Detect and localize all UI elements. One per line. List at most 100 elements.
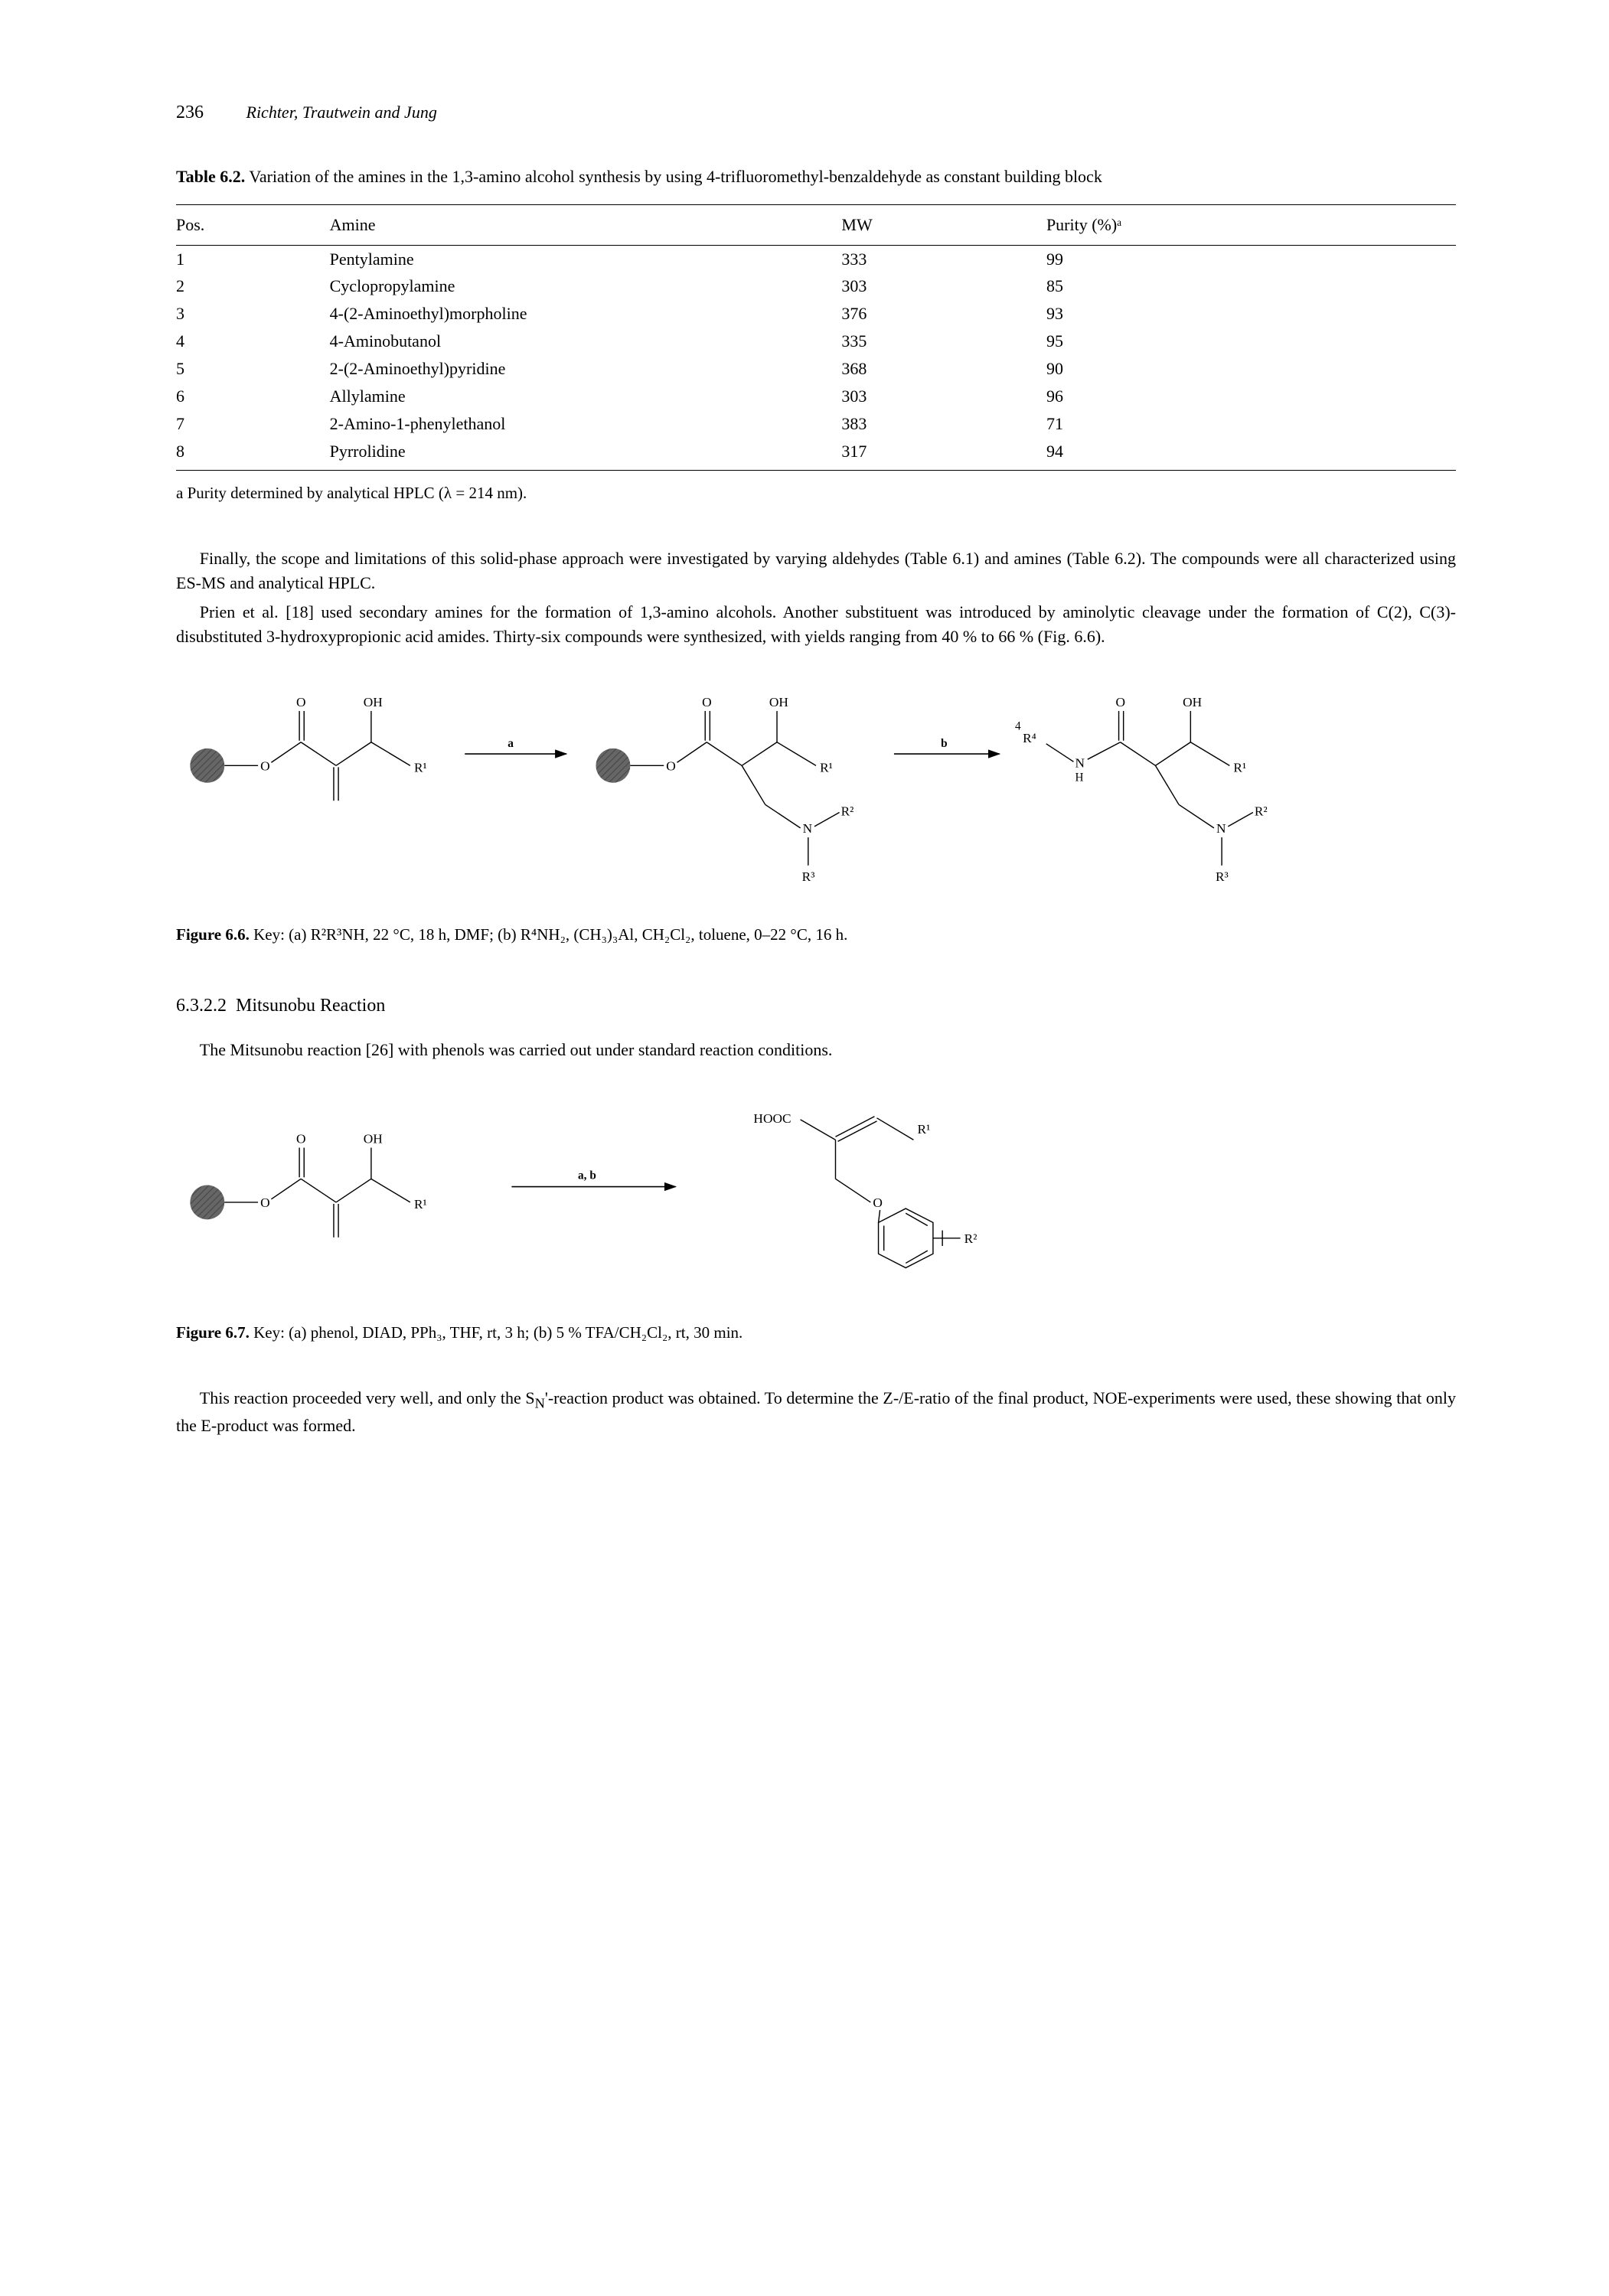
table-caption: Table 6.2. Variation of the amines in th…: [176, 165, 1456, 189]
table-cell: 317: [841, 438, 1046, 470]
figure-6-6-scheme: O O OH R¹ a O O OH R¹ N R² R³ b R⁴ 4 N H…: [176, 672, 1456, 913]
atom-r3: R³: [1216, 869, 1229, 884]
table-footnote: a Purity determined by analytical HPLC (…: [176, 481, 1456, 504]
page-header: 236 Richter, Trautwein and Jung: [176, 99, 1456, 126]
table-cell: 90: [1046, 355, 1456, 383]
atom-oh: OH: [364, 695, 383, 709]
atom-o: O: [260, 758, 270, 773]
atom-r1: R¹: [1233, 760, 1246, 775]
scheme-6-6-svg: O O OH R¹ a O O OH R¹ N R² R³ b R⁴ 4 N H…: [176, 672, 1456, 906]
atom-r1: R¹: [820, 760, 833, 775]
benzene-ring-icon: [879, 1208, 933, 1267]
table-cell: 4-Aminobutanol: [330, 328, 842, 355]
table-cell: 96: [1046, 383, 1456, 410]
atom-n: N: [1216, 821, 1226, 836]
table-row: 2Cyclopropylamine30385: [176, 272, 1456, 300]
atom-oh: OH: [364, 1131, 383, 1146]
table-label: Table 6.2.: [176, 167, 245, 186]
table-cell: Allylamine: [330, 383, 842, 410]
figure-6-6-key: Key: (a) R²R³NH, 22 °C, 18 h, DMF; (b) R…: [253, 925, 847, 944]
table-cell: 333: [841, 245, 1046, 272]
table-cell: 85: [1046, 272, 1456, 300]
atom-r1: R¹: [414, 1197, 427, 1212]
table-cell: 303: [841, 383, 1046, 410]
atom-o: O: [702, 695, 712, 709]
table-cell: Cyclopropylamine: [330, 272, 842, 300]
paragraph-4: This reaction proceeded very well, and o…: [176, 1386, 1456, 1438]
p4-sub: N: [535, 1396, 545, 1411]
atom-o: O: [296, 1131, 306, 1146]
table-caption-text: Variation of the amines in the 1,3-amino…: [249, 167, 1101, 186]
table-cell: 6: [176, 383, 330, 410]
data-table: Pos. Amine MW Purity (%)ᵃ 1Pentylamine33…: [176, 204, 1456, 471]
table-cell: 99: [1046, 245, 1456, 272]
table-cell: 335: [841, 328, 1046, 355]
table-cell: 71: [1046, 410, 1456, 438]
figure-6-7-scheme: O O OH R¹ a, b HOOC R¹ O: [176, 1085, 1456, 1310]
col-purity: Purity (%)ᵃ: [1046, 204, 1456, 245]
table-cell: 3: [176, 300, 330, 328]
figure-6-7-label: Figure 6.7.: [176, 1323, 250, 1342]
atom-r2: R²: [1255, 804, 1268, 818]
atom-sup-4: 4: [1015, 719, 1021, 732]
table-row: 44-Aminobutanol33595: [176, 328, 1456, 355]
atom-r2: R²: [964, 1231, 977, 1245]
atom-n: N: [1075, 755, 1085, 770]
table-cell: 8: [176, 438, 330, 470]
table-cell: Pentylamine: [330, 245, 842, 272]
figure-6-6-label: Figure 6.6.: [176, 925, 250, 944]
section-title: Mitsunobu Reaction: [236, 996, 385, 1016]
atom-hooc: HOOC: [753, 1110, 791, 1125]
paragraph-2: Prien et al. [18] used secondary amines …: [176, 600, 1456, 649]
table-cell: 368: [841, 355, 1046, 383]
section-heading: 6.3.2.2 Mitsunobu Reaction: [176, 993, 1456, 1019]
table-cell: 4: [176, 328, 330, 355]
table-cell: 2: [176, 272, 330, 300]
arrow-b-label: b: [941, 737, 948, 750]
table-cell: Pyrrolidine: [330, 438, 842, 470]
table-row: 1Pentylamine33399: [176, 245, 1456, 272]
atom-o: O: [260, 1195, 270, 1210]
atom-r1: R¹: [918, 1122, 931, 1137]
paragraph-3: The Mitsunobu reaction [26] with phenols…: [176, 1038, 1456, 1062]
figure-6-7-key: Key: (a) phenol, DIAD, PPh₃, THF, rt, 3 …: [253, 1323, 742, 1342]
table-cell: 2-(2-Aminoethyl)pyridine: [330, 355, 842, 383]
atom-o: O: [666, 758, 676, 773]
table-cell: 383: [841, 410, 1046, 438]
figure-6-6-caption: Figure 6.6. Key: (a) R²R³NH, 22 °C, 18 h…: [176, 923, 1456, 946]
table-row: 72-Amino-1-phenylethanol38371: [176, 410, 1456, 438]
scheme-6-7-svg: O O OH R¹ a, b HOOC R¹ O: [176, 1085, 1456, 1303]
table-cell: 1: [176, 245, 330, 272]
table-cell: 5: [176, 355, 330, 383]
atom-r2: R²: [841, 804, 854, 818]
atom-oh: OH: [769, 695, 788, 709]
table-row: 8Pyrrolidine31794: [176, 438, 1456, 470]
running-head: Richter, Trautwein and Jung: [246, 103, 437, 122]
atom-n: N: [803, 821, 813, 836]
table-cell: 7: [176, 410, 330, 438]
atom-oh: OH: [1183, 695, 1202, 709]
col-amine: Amine: [330, 204, 842, 245]
table-cell: 376: [841, 300, 1046, 328]
atom-r4: R⁴: [1023, 730, 1036, 745]
atom-o: O: [1115, 695, 1125, 709]
atom-r1: R¹: [414, 760, 427, 775]
page-number: 236: [176, 99, 204, 126]
table-cell: 94: [1046, 438, 1456, 470]
col-pos: Pos.: [176, 204, 330, 245]
col-mw: MW: [841, 204, 1046, 245]
atom-o: O: [296, 695, 306, 709]
table-cell: 4-(2-Aminoethyl)morpholine: [330, 300, 842, 328]
atom-h: H: [1075, 771, 1083, 784]
table-cell: 93: [1046, 300, 1456, 328]
arrow-a-label: a: [508, 737, 514, 750]
table-cell: 95: [1046, 328, 1456, 355]
figure-6-7-caption: Figure 6.7. Key: (a) phenol, DIAD, PPh₃,…: [176, 1321, 1456, 1344]
section-number: 6.3.2.2: [176, 996, 227, 1016]
table-cell: 303: [841, 272, 1046, 300]
atom-o: O: [873, 1195, 883, 1210]
p4-a: This reaction proceeded very well, and o…: [200, 1388, 535, 1407]
table-row: 34-(2-Aminoethyl)morpholine37693: [176, 300, 1456, 328]
table-body: 1Pentylamine333992Cyclopropylamine303853…: [176, 245, 1456, 470]
table-head: Pos. Amine MW Purity (%)ᵃ: [176, 204, 1456, 245]
